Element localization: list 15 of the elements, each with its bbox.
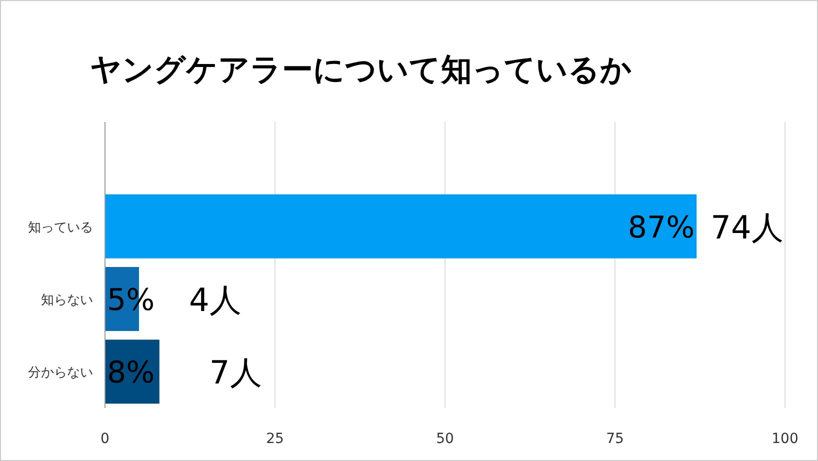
y-tick-label: 知らない: [41, 293, 93, 308]
chart-title: ヤングケアラーについて知っているか: [90, 52, 632, 88]
x-tick-label: 75: [606, 431, 624, 447]
y-tick-label: 分からない: [28, 366, 93, 381]
x-tick-label: 25: [266, 431, 284, 447]
annotation: 7人: [209, 354, 262, 392]
annotation: 74人: [710, 208, 784, 246]
bar: [105, 194, 697, 258]
data-label: 8%: [107, 356, 155, 391]
x-tick-label: 50: [436, 431, 454, 447]
annotation: 4人: [189, 281, 242, 319]
y-tick-label: 知っている: [28, 220, 93, 236]
data-label: 87%: [628, 210, 695, 246]
x-tick-label: 100: [772, 431, 798, 447]
x-tick-label: 0: [100, 431, 110, 447]
